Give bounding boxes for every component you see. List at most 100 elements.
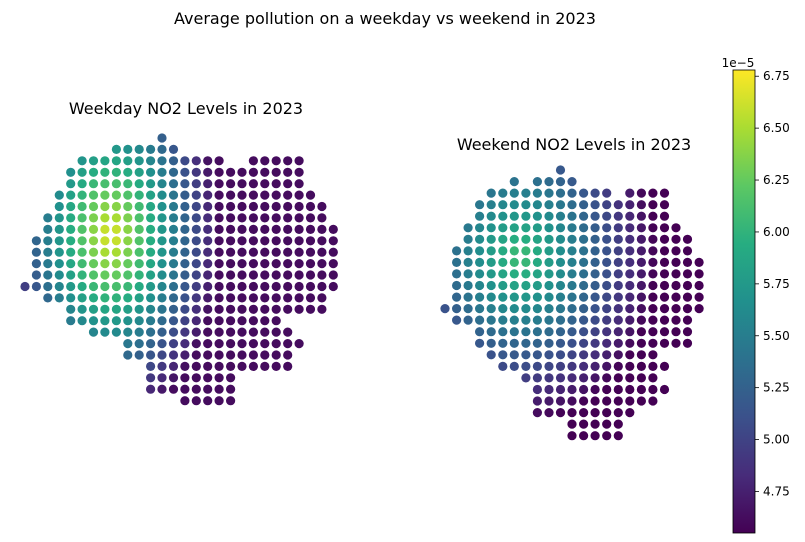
weekend-point [579, 408, 589, 418]
weekday-point [157, 190, 167, 200]
weekday-point [271, 259, 281, 269]
weekend-point [567, 200, 577, 210]
weekday-point [123, 213, 133, 223]
weekend-point [625, 373, 635, 383]
weekend-point [567, 188, 577, 198]
weekend-point [602, 292, 612, 302]
weekday-point [123, 304, 133, 314]
weekend-point [452, 257, 462, 267]
weekday-point [214, 361, 224, 371]
weekend-point [486, 223, 496, 233]
weekend-point [567, 246, 577, 256]
weekend-point [579, 396, 589, 406]
weekend-point [590, 408, 600, 418]
weekday-point [134, 144, 144, 154]
weekend-point [590, 188, 600, 198]
weekend-point [682, 234, 693, 244]
weekend-point [475, 292, 485, 302]
weekend-point [475, 211, 485, 221]
weekend-point [590, 269, 600, 279]
weekday-point [271, 167, 281, 177]
weekday-point [294, 270, 304, 280]
weekend-point [486, 315, 496, 325]
weekday-point [226, 281, 236, 292]
weekday-point [157, 179, 167, 189]
weekday-point [123, 167, 133, 177]
weekday-point [191, 156, 201, 166]
weekend-point [648, 327, 658, 337]
weekend-point [544, 292, 554, 302]
weekday-point [214, 259, 224, 269]
weekday-point [88, 259, 99, 269]
weekday-point [100, 213, 110, 223]
weekday-point [328, 224, 338, 234]
weekday-point [180, 190, 190, 200]
weekday-point [66, 224, 76, 234]
weekend-point [613, 408, 623, 418]
weekend-point [648, 338, 658, 348]
weekday-point [66, 281, 76, 292]
weekday-point [294, 201, 304, 212]
weekday-point [100, 224, 110, 234]
weekend-point [544, 223, 554, 233]
weekend-point [625, 292, 635, 302]
weekend-point [498, 304, 508, 314]
weekday-point [180, 179, 190, 189]
weekday-point [317, 236, 327, 246]
weekday-point [248, 201, 258, 212]
weekday-point [88, 201, 99, 212]
weekend-point [579, 257, 589, 267]
weekend-point [659, 223, 670, 233]
colorbar-tick-label: 6.75 [763, 69, 790, 83]
weekday-point [214, 339, 224, 349]
weekday-point [260, 179, 270, 189]
weekend-point [694, 257, 704, 267]
weekday-point [305, 281, 316, 292]
weekend-point [498, 269, 508, 279]
weekend-point [532, 408, 543, 418]
weekend-point [532, 246, 543, 256]
weekday-point [237, 339, 247, 349]
weekday-point [248, 167, 258, 177]
weekday-point [317, 281, 327, 292]
weekday-point [77, 213, 87, 223]
weekday-point [260, 224, 270, 234]
weekend-point [579, 280, 589, 291]
weekend-point [602, 384, 612, 395]
weekend-point [486, 327, 496, 337]
weekday-point [305, 201, 316, 212]
weekday-point [168, 350, 179, 360]
weekday-point [328, 259, 338, 269]
weekday-point [294, 247, 304, 257]
weekday-point [54, 281, 64, 292]
weekday-point [134, 259, 144, 269]
weekday-point [203, 167, 213, 177]
weekday-point [123, 259, 133, 269]
weekday-point [226, 236, 236, 246]
weekday-point [168, 190, 179, 200]
weekday-point [54, 259, 64, 269]
weekday-point [111, 213, 121, 223]
weekday-point [283, 179, 293, 189]
weekend-point [567, 304, 577, 314]
weekday-point [191, 373, 201, 383]
weekday-point [134, 304, 144, 314]
weekend-point [636, 338, 647, 348]
weekend-point [602, 234, 612, 244]
weekend-point [682, 304, 693, 314]
weekend-point [509, 211, 519, 221]
weekday-point [111, 281, 121, 292]
weekend-point [555, 350, 566, 360]
weekend-point [636, 373, 647, 383]
weekday-point [294, 259, 304, 269]
weekend-point [671, 327, 681, 337]
weekday-point [77, 224, 87, 234]
weekend-point [509, 327, 519, 337]
weekend-point [463, 280, 473, 291]
weekday-point [271, 201, 281, 212]
weekend-point [602, 419, 612, 429]
weekend-point [625, 211, 635, 221]
weekday-point [226, 327, 236, 337]
weekday-point [191, 236, 201, 246]
weekday-point [191, 270, 201, 280]
